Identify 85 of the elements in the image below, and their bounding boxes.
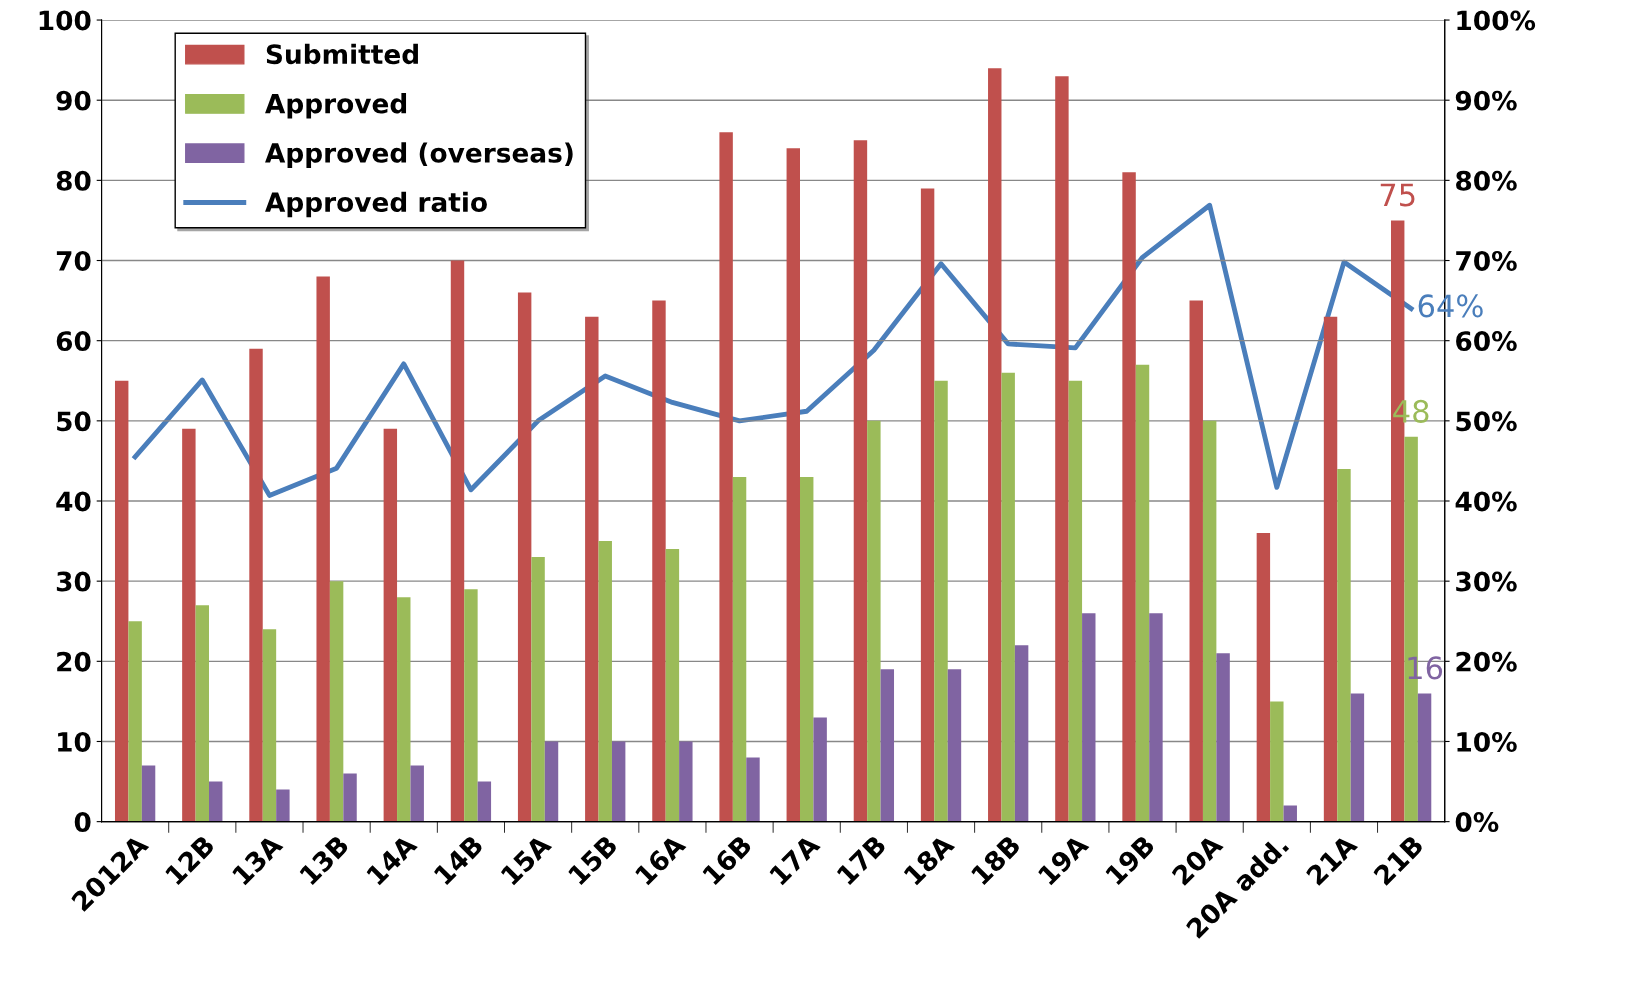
bar	[383, 428, 398, 822]
bar	[1135, 364, 1150, 822]
legend-label: Submitted	[266, 43, 418, 65]
y2-tick-label: 40%	[1455, 491, 1517, 512]
bar	[920, 188, 935, 822]
bar	[128, 621, 142, 822]
bar	[1337, 468, 1351, 822]
bar	[679, 741, 693, 822]
y2-tick-label: 80%	[1456, 170, 1517, 191]
bar	[410, 765, 424, 822]
y-tick-label: 40	[56, 491, 91, 512]
bar	[182, 428, 196, 822]
bar	[947, 669, 962, 822]
bar	[585, 316, 599, 822]
bar	[1256, 533, 1271, 822]
y-tick-label: 20	[57, 651, 91, 672]
bar	[1283, 805, 1297, 822]
y-tick-label: 90	[56, 90, 91, 111]
bar	[195, 605, 210, 822]
bar	[397, 597, 411, 822]
bar	[1189, 300, 1203, 822]
bar	[544, 741, 559, 822]
y2-tick-label: 70%	[1456, 250, 1517, 271]
bar	[209, 781, 223, 822]
bar	[316, 276, 330, 822]
bar	[450, 260, 465, 822]
legend-label: Approved (overseas)	[265, 142, 573, 168]
legend-label: Approved	[265, 93, 407, 119]
bar	[1082, 613, 1096, 822]
bar	[880, 669, 895, 822]
y-tick-label: 50	[57, 411, 91, 432]
bar	[114, 380, 129, 822]
y2-tick-label: 50%	[1456, 411, 1517, 432]
bar	[1323, 316, 1338, 822]
bar	[329, 581, 344, 822]
y-tick-label: 70	[56, 250, 91, 271]
bar	[611, 741, 626, 822]
bar	[813, 717, 827, 822]
bar	[517, 292, 532, 822]
bar	[262, 629, 277, 822]
y2-tick-label: 0%	[1455, 812, 1499, 833]
bar	[934, 380, 948, 822]
bar	[1149, 613, 1163, 822]
y-tick-label: 60	[56, 331, 91, 352]
bar	[1216, 653, 1230, 822]
y-tick-label: 30	[56, 571, 91, 592]
bar	[746, 757, 760, 822]
bar	[1350, 693, 1365, 822]
bar	[477, 781, 492, 822]
bar	[719, 132, 733, 822]
bar	[343, 773, 357, 822]
bar	[1270, 701, 1284, 822]
bar	[988, 68, 1002, 822]
bar	[853, 140, 868, 822]
bar	[1417, 693, 1432, 822]
y-tick-label: 80	[56, 170, 91, 191]
bar	[1122, 172, 1136, 822]
bar	[1014, 645, 1029, 822]
bar	[249, 348, 263, 822]
y-tick-label: 0	[74, 812, 91, 833]
bar	[598, 541, 612, 822]
y2-tick-label: 10%	[1457, 731, 1517, 752]
y2-tick-label: 20%	[1456, 651, 1517, 672]
legend-label: Approved ratio	[265, 191, 487, 218]
y-tick-label: 10	[58, 731, 91, 752]
bar	[1055, 76, 1069, 822]
y2-tick-label: 90%	[1455, 90, 1517, 111]
bar	[867, 420, 881, 822]
bar	[1001, 372, 1015, 822]
y2-tick-label: 60%	[1456, 331, 1517, 352]
bar	[665, 549, 680, 822]
bar	[141, 765, 156, 822]
y2-tick-label: 30%	[1456, 571, 1517, 592]
bar	[652, 300, 666, 822]
bar	[786, 148, 800, 822]
bar	[531, 557, 545, 822]
y-tick-label: 100	[39, 10, 91, 31]
bar	[732, 476, 747, 822]
bar	[1068, 380, 1083, 822]
bar	[464, 589, 478, 822]
data-label: 75	[1380, 183, 1415, 207]
y2-tick-label: 100%	[1457, 10, 1536, 31]
bar	[1202, 420, 1217, 822]
bar	[800, 476, 814, 822]
bar	[276, 789, 290, 822]
